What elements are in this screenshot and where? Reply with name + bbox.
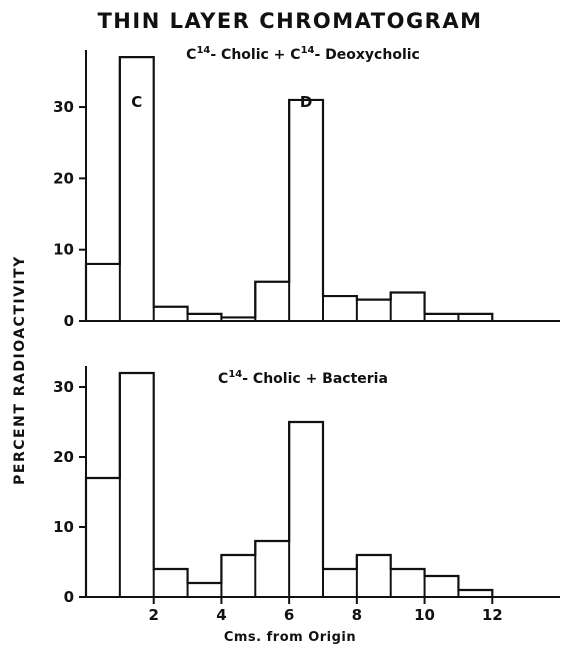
y-axis-title: PERCENT RADIOACTIVITY xyxy=(12,255,28,485)
histogram-bar xyxy=(458,314,492,321)
panel-2-subtitle: C14- Cholic + Bacteria xyxy=(218,369,388,387)
histogram-bar xyxy=(154,569,188,597)
y-tick-label: 20 xyxy=(53,448,74,466)
superscript: 14 xyxy=(301,45,315,56)
y-tick-label: 10 xyxy=(53,518,74,536)
x-tick-label: 4 xyxy=(216,606,226,624)
x-axis-title: Cms. from Origin xyxy=(224,630,356,645)
y-tick-label: 10 xyxy=(53,241,74,259)
histogram-bar xyxy=(221,555,255,597)
subtitle-part: C xyxy=(218,371,228,387)
x-tick-label: 10 xyxy=(414,606,435,624)
x-tick-label: 8 xyxy=(352,606,362,624)
chart-title: THIN LAYER CHROMATOGRAM xyxy=(97,9,482,33)
histogram-bar xyxy=(357,300,391,321)
histogram-bar xyxy=(221,317,255,321)
histogram-bar xyxy=(289,100,323,321)
y-tick-label: 30 xyxy=(53,378,74,396)
superscript: 14 xyxy=(228,369,242,380)
y-tick-label: 0 xyxy=(64,312,74,330)
subtitle-part: - Deoxycholic xyxy=(314,47,419,63)
panel-1-subtitle: C14- Cholic + C14- Deoxycholic xyxy=(186,45,420,63)
histogram-bar xyxy=(255,282,289,321)
y-tick-label: 0 xyxy=(64,588,74,606)
histogram-bar xyxy=(323,296,357,321)
histogram-bar xyxy=(188,314,222,321)
subtitle-part: C xyxy=(186,47,196,63)
histogram-bar xyxy=(86,478,120,597)
peak-annotation: C xyxy=(131,93,142,111)
histogram-bar xyxy=(188,583,222,597)
histogram-bar xyxy=(86,264,120,321)
histogram-bar xyxy=(425,314,459,321)
histogram-bar xyxy=(425,576,459,597)
histogram-bar xyxy=(154,307,188,321)
histogram-bar xyxy=(120,373,154,597)
y-tick-label: 20 xyxy=(53,169,74,187)
chart-panel-2: C14- Cholic + Bacteria 0 10 20 30 2 4 6 8 10 12 xyxy=(53,366,560,624)
histogram-bar xyxy=(357,555,391,597)
histogram-bar xyxy=(391,292,425,321)
histogram-bar xyxy=(391,569,425,597)
subtitle-part: - Cholic + C xyxy=(210,47,300,63)
histogram-bar xyxy=(255,541,289,597)
histogram-bar xyxy=(323,569,357,597)
peak-annotation: D xyxy=(300,93,312,111)
y-tick-label: 30 xyxy=(53,98,74,116)
subtitle-part: - Cholic + Bacteria xyxy=(242,371,388,387)
x-tick-label: 2 xyxy=(148,606,158,624)
histogram-bar xyxy=(289,422,323,597)
superscript: 14 xyxy=(196,45,210,56)
x-tick-label: 6 xyxy=(284,606,294,624)
x-tick-label: 12 xyxy=(482,606,503,624)
histogram-bar xyxy=(458,590,492,597)
